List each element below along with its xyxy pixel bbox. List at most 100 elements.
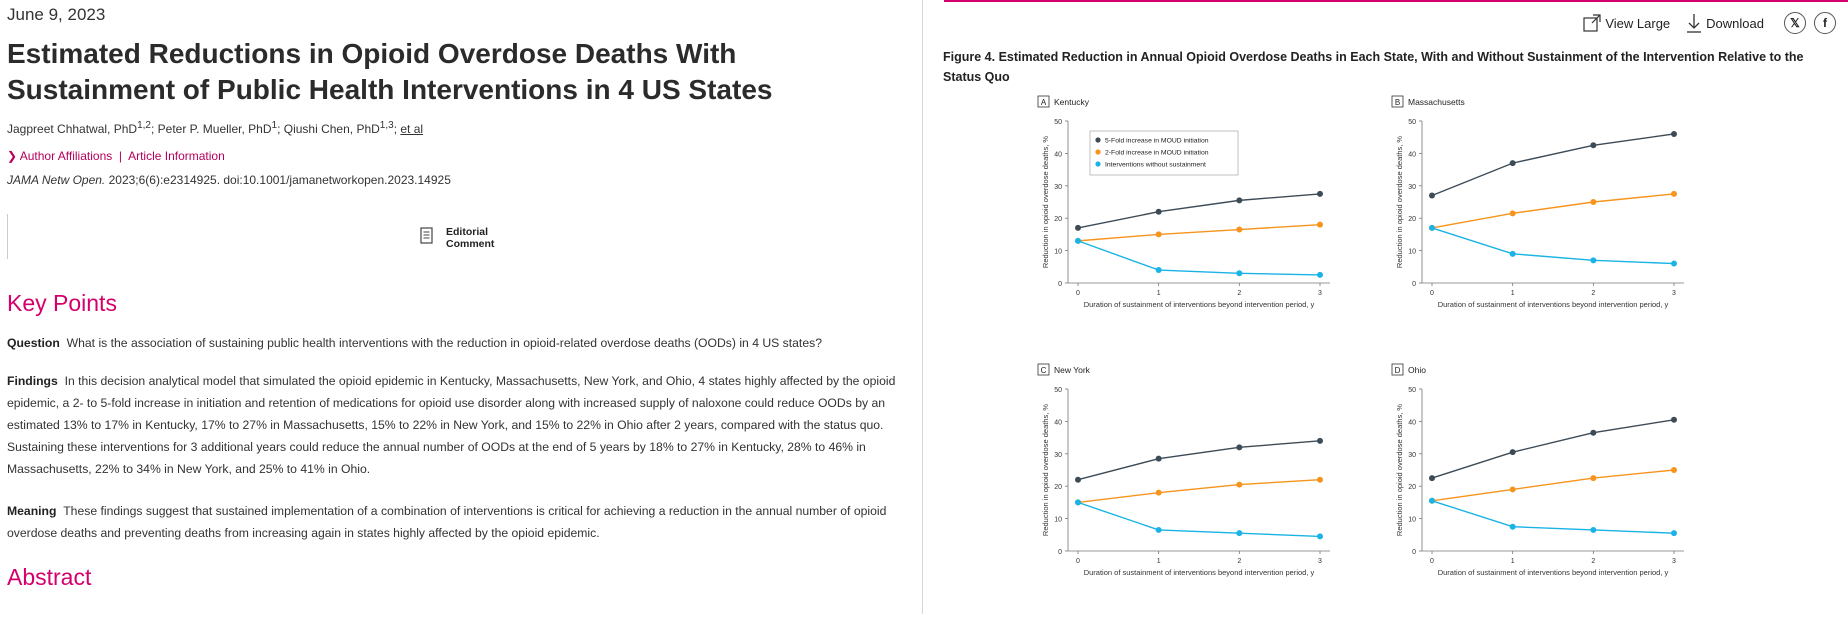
series-line bbox=[1431, 133, 1675, 197]
pane-divider bbox=[922, 0, 923, 614]
data-point bbox=[1509, 449, 1516, 456]
author-name[interactable]: Peter P. Mueller, PhD bbox=[157, 122, 272, 136]
x-social-icon[interactable]: 𝕏 bbox=[1784, 12, 1806, 34]
author-list: Jagpreet Chhatwal, PhD1,2; Peter P. Muel… bbox=[7, 120, 424, 136]
y-axis-label: Reduction in opioid overdose deaths, % bbox=[1041, 404, 1050, 537]
download-icon bbox=[1687, 14, 1702, 33]
y-tick-label: 40 bbox=[1054, 151, 1062, 158]
data-point bbox=[1236, 530, 1243, 537]
series-line bbox=[1077, 240, 1321, 276]
data-point bbox=[1155, 267, 1162, 274]
chart-panel-ohio: D Ohio 0 10 20 30 40 50 0 1 2 3 Duration of sustainm… bbox=[1391, 362, 1692, 622]
data-point bbox=[1590, 257, 1597, 264]
series-line bbox=[1431, 227, 1675, 265]
author-affiliations-link[interactable]: Author Affiliations bbox=[19, 149, 113, 163]
data-point bbox=[1317, 476, 1323, 483]
legend-marker bbox=[1095, 137, 1101, 143]
series-line bbox=[1077, 479, 1321, 504]
y-tick-label: 50 bbox=[1408, 119, 1416, 126]
data-point bbox=[1075, 476, 1081, 483]
key-point-meaning: Meaning These findings suggest that sust… bbox=[7, 500, 907, 544]
data-point bbox=[1317, 271, 1323, 278]
y-tick-label: 10 bbox=[1054, 517, 1062, 524]
author-name[interactable]: Qiushi Chen, PhD bbox=[283, 122, 380, 136]
link-separator: | bbox=[118, 149, 123, 163]
figure-pane: View Large Download 𝕏 f Figure 4. Estima… bbox=[924, 0, 1848, 614]
data-point bbox=[1075, 237, 1081, 244]
editorial-comment-link[interactable]: Editorial Comment bbox=[446, 226, 494, 250]
download-button[interactable]: Download bbox=[1686, 13, 1764, 33]
meaning-label: Meaning bbox=[7, 504, 57, 518]
author-affil-sup: 1,2 bbox=[137, 120, 151, 131]
panel-letter: C bbox=[1041, 366, 1047, 375]
data-point bbox=[1075, 224, 1081, 231]
y-tick-label: 40 bbox=[1408, 151, 1416, 158]
panel-letter: D bbox=[1395, 366, 1401, 375]
view-large-label: View Large bbox=[1605, 15, 1671, 31]
x-tick-label: 0 bbox=[1076, 290, 1080, 297]
data-point bbox=[1590, 199, 1597, 205]
y-tick-label: 20 bbox=[1408, 484, 1416, 491]
y-tick-label: 20 bbox=[1054, 484, 1062, 491]
article-title: Estimated Reductions in Opioid Overdose … bbox=[7, 38, 773, 105]
y-tick-label: 40 bbox=[1408, 419, 1416, 426]
data-point bbox=[1671, 530, 1677, 537]
journal-name: JAMA Netw Open. bbox=[7, 173, 106, 187]
y-tick-label: 0 bbox=[1412, 281, 1416, 288]
x-tick-label: 3 bbox=[1672, 558, 1676, 565]
y-tick-label: 10 bbox=[1408, 249, 1416, 256]
data-point bbox=[1429, 475, 1435, 482]
chevron-right-icon: ❯ bbox=[7, 149, 18, 163]
series-line bbox=[1431, 419, 1675, 479]
x-axis-label: Duration of sustainment of interventions… bbox=[1084, 300, 1315, 309]
view-large-button[interactable]: View Large bbox=[1583, 14, 1670, 32]
data-point bbox=[1429, 192, 1435, 199]
data-point bbox=[1236, 197, 1243, 204]
data-point bbox=[1671, 467, 1677, 473]
x-tick-label: 1 bbox=[1511, 558, 1515, 565]
accent-bar bbox=[944, 0, 1848, 2]
x-tick-label: 0 bbox=[1430, 558, 1434, 565]
expand-icon bbox=[1583, 14, 1601, 32]
x-axis-label: Duration of sustainment of interventions… bbox=[1084, 568, 1315, 577]
question-text: What is the association of sustaining pu… bbox=[66, 336, 822, 350]
x-tick-label: 0 bbox=[1430, 290, 1434, 297]
panel-name: New York bbox=[1054, 365, 1091, 375]
x-axis-label: Duration of sustainment of interventions… bbox=[1438, 568, 1669, 577]
panel-letter-box bbox=[1391, 95, 1404, 108]
y-tick-label: 30 bbox=[1408, 452, 1416, 459]
legend-marker bbox=[1095, 149, 1101, 155]
facebook-icon[interactable]: f bbox=[1814, 12, 1836, 34]
et-al-link[interactable]: et al bbox=[400, 122, 424, 136]
series-line bbox=[1077, 440, 1321, 481]
figure-toolbar: View Large Download 𝕏 f bbox=[1573, 12, 1836, 34]
x-tick-label: 1 bbox=[1157, 290, 1161, 297]
author-affil-sup: 1 bbox=[271, 120, 278, 131]
panel-letter-box bbox=[1391, 363, 1404, 376]
y-tick-label: 10 bbox=[1054, 249, 1062, 256]
meaning-text: These findings suggest that sustained im… bbox=[7, 504, 887, 540]
x-tick-label: 2 bbox=[1237, 290, 1241, 297]
document-icon[interactable] bbox=[420, 227, 434, 245]
x-tick-label: 3 bbox=[1318, 558, 1322, 565]
article-links: ❯ Author Affiliations | Article Informat… bbox=[7, 149, 225, 163]
legend-label: Interventions without sustainment bbox=[1105, 162, 1206, 169]
data-point bbox=[1429, 497, 1435, 504]
data-point bbox=[1509, 210, 1516, 217]
legend-label: 5-Fold increase in MOUD initiation bbox=[1105, 138, 1209, 145]
y-axis-label: Reduction in opioid overdose deaths, % bbox=[1041, 136, 1050, 269]
y-tick-label: 30 bbox=[1054, 184, 1062, 191]
data-point bbox=[1236, 444, 1243, 451]
article-information-link[interactable]: Article Information bbox=[128, 149, 225, 163]
author-name[interactable]: Jagpreet Chhatwal, PhD bbox=[7, 122, 138, 136]
y-tick-label: 0 bbox=[1412, 549, 1416, 556]
panel-letter-box bbox=[1037, 95, 1050, 108]
y-tick-label: 20 bbox=[1408, 216, 1416, 223]
y-tick-label: 0 bbox=[1058, 281, 1062, 288]
x-tick-label: 2 bbox=[1237, 558, 1241, 565]
data-point bbox=[1671, 416, 1677, 423]
y-tick-label: 20 bbox=[1054, 216, 1062, 223]
panel-name: Massachusetts bbox=[1408, 97, 1465, 107]
findings-text: In this decision analytical model that s… bbox=[7, 374, 896, 476]
data-point bbox=[1236, 270, 1243, 277]
